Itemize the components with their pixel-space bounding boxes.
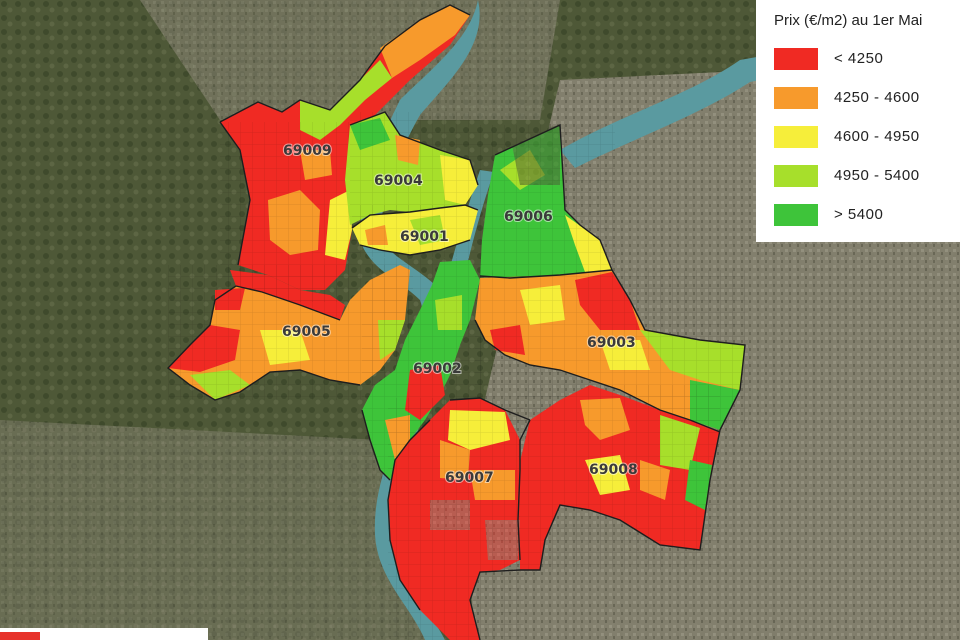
brand-mark xyxy=(0,632,40,640)
district-boundaries xyxy=(166,4,746,640)
legend-item: 4950 - 5400 xyxy=(774,156,960,195)
legend-label: < 4250 xyxy=(834,50,884,67)
district-label-69008: 69008 xyxy=(589,462,638,478)
legend-label: 4250 - 4600 xyxy=(834,89,920,106)
legend-item: 4600 - 4950 xyxy=(774,117,960,156)
legend-item: 4250 - 4600 xyxy=(774,78,960,117)
legend-swatch xyxy=(774,125,818,148)
legend-item: > 5400 xyxy=(774,195,960,234)
legend-swatch xyxy=(774,164,818,187)
legend-swatch xyxy=(774,203,818,226)
legend-label: 4950 - 5400 xyxy=(834,167,920,184)
district-label-69003: 69003 xyxy=(587,335,636,351)
legend-label: > 5400 xyxy=(834,206,884,223)
legend-item: < 4250 xyxy=(774,39,960,78)
district-69008[interactable] xyxy=(518,385,720,570)
district-label-69009: 69009 xyxy=(283,143,332,159)
district-label-69001: 69001 xyxy=(400,229,449,245)
district-label-69002: 69002 xyxy=(413,361,462,377)
price-legend: Prix (€/m2) au 1er Mai < 4250 4250 - 460… xyxy=(756,0,960,242)
district-69001[interactable] xyxy=(352,205,478,257)
bottom-left-panel xyxy=(0,628,208,640)
district-69009[interactable] xyxy=(220,5,470,320)
district-label-69004: 69004 xyxy=(374,173,423,189)
legend-label: 4600 - 4950 xyxy=(834,128,920,145)
urban-area-south xyxy=(0,420,430,640)
legend-title: Prix (€/m2) au 1er Mai xyxy=(774,12,923,29)
legend-swatch xyxy=(774,86,818,109)
district-69007[interactable] xyxy=(388,398,525,640)
legend-swatch xyxy=(774,47,818,70)
district-label-69007: 69007 xyxy=(445,470,494,486)
district-label-69005: 69005 xyxy=(282,324,331,340)
district-69006[interactable] xyxy=(480,125,615,278)
district-label-69006: 69006 xyxy=(504,209,553,225)
